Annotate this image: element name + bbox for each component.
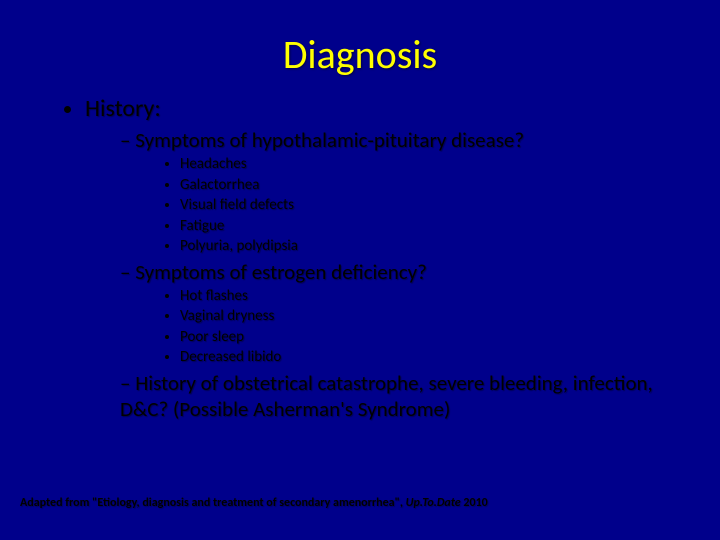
list-item-label: Symptoms of hypothalamic-pituitary disea… <box>135 127 524 153</box>
bullet-list-level3: Hot flashes Vaginal dryness Poor sleep D… <box>120 287 690 368</box>
bullet-list-level3: Headaches Galactorrhea Visual field defe… <box>120 155 690 257</box>
list-item: Visual field defects <box>180 196 690 216</box>
list-item: History: Symptoms of hypothalamic-pituit… <box>85 94 690 422</box>
list-item: Symptoms of estrogen deficiency? Hot fla… <box>120 259 690 368</box>
footer-italic: Up.To.Date <box>406 496 461 510</box>
slide-title: Diagnosis <box>30 30 690 79</box>
list-item: Fatigue <box>180 217 690 237</box>
list-item: Symptoms of hypothalamic-pituitary disea… <box>120 127 690 257</box>
list-item-label: Symptoms of estrogen deficiency? <box>135 259 427 285</box>
list-item: History of obstetrical catastrophe, seve… <box>120 370 690 422</box>
list-item: Polyuria, polydipsia <box>180 237 690 257</box>
list-item: Poor sleep <box>180 328 690 348</box>
list-item: Headaches <box>180 155 690 175</box>
bullet-list-level1: History: Symptoms of hypothalamic-pituit… <box>30 94 690 422</box>
list-item-label: History of obstetrical catastrophe, seve… <box>120 370 653 422</box>
footer-citation: Adapted from "Etiology, diagnosis and tr… <box>20 496 488 510</box>
list-item-label: History: <box>85 94 161 123</box>
list-item: Decreased libido <box>180 348 690 368</box>
list-item: Hot flashes <box>180 287 690 307</box>
list-item: Galactorrhea <box>180 176 690 196</box>
footer-prefix: Adapted from "Etiology, diagnosis and tr… <box>20 496 406 510</box>
list-item: Vaginal dryness <box>180 307 690 327</box>
slide: Diagnosis History: Symptoms of hypothala… <box>0 0 720 540</box>
bullet-list-level2: Symptoms of hypothalamic-pituitary disea… <box>85 127 690 422</box>
footer-suffix: 2010 <box>461 496 488 510</box>
